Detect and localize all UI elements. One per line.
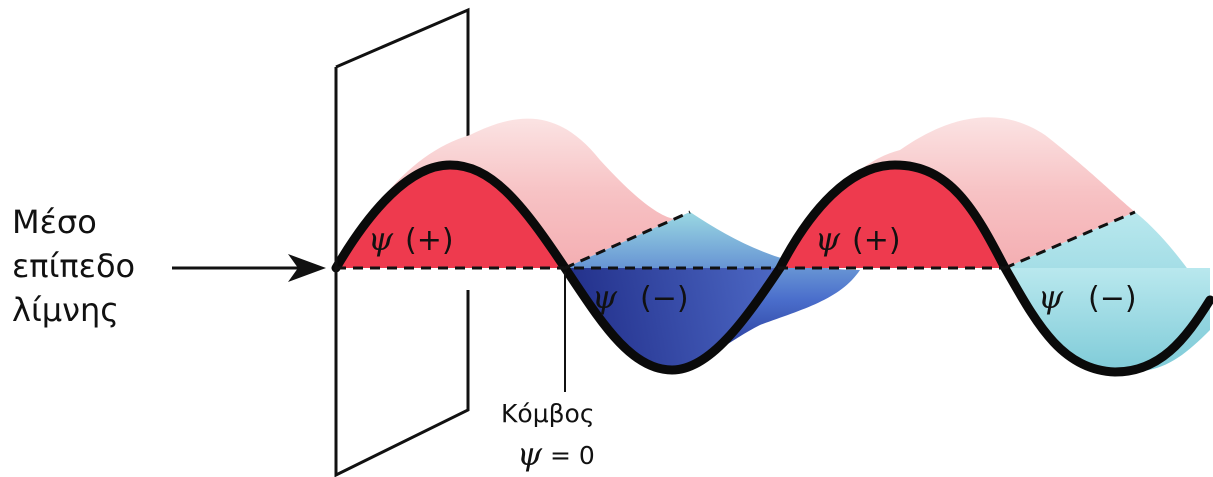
ribbon-dash-2 (1004, 210, 1136, 270)
lobe-2-sign: (−) (640, 281, 689, 316)
positive-lobe-1 (336, 165, 565, 268)
lobe-3-sign: (+) (852, 223, 901, 258)
negative-lobe-2 (1005, 268, 1210, 372)
lake-level-label-line-1: Μέσο (12, 203, 97, 241)
lake-level-label: Μέσο επίπεδο λίμνης (12, 200, 135, 332)
lobe-4-sign: (−) (1088, 281, 1137, 316)
node-psi: ψ (517, 435, 543, 473)
lake-level-arrow-head (288, 254, 326, 282)
node-equation: = 0 (550, 441, 595, 470)
lobe-2-psi: ψ (592, 278, 618, 316)
lobe-1-sign: (+) (405, 223, 454, 258)
plane-back-edge (335, 7, 470, 148)
lake-level-label-line-3: λίμνης (12, 291, 120, 329)
negative-lobe-1 (565, 268, 780, 370)
lobe-1-psi: ψ (368, 220, 394, 258)
lake-level-label-line-2: επίπεδο (12, 247, 136, 285)
plane-front-edge (334, 67, 470, 477)
lobe-3-psi: ψ (815, 220, 841, 258)
lobe-4-psi: ψ (1038, 278, 1064, 316)
ribbon-dash-1 (564, 210, 691, 270)
node-title: Κόμβος (501, 399, 595, 428)
